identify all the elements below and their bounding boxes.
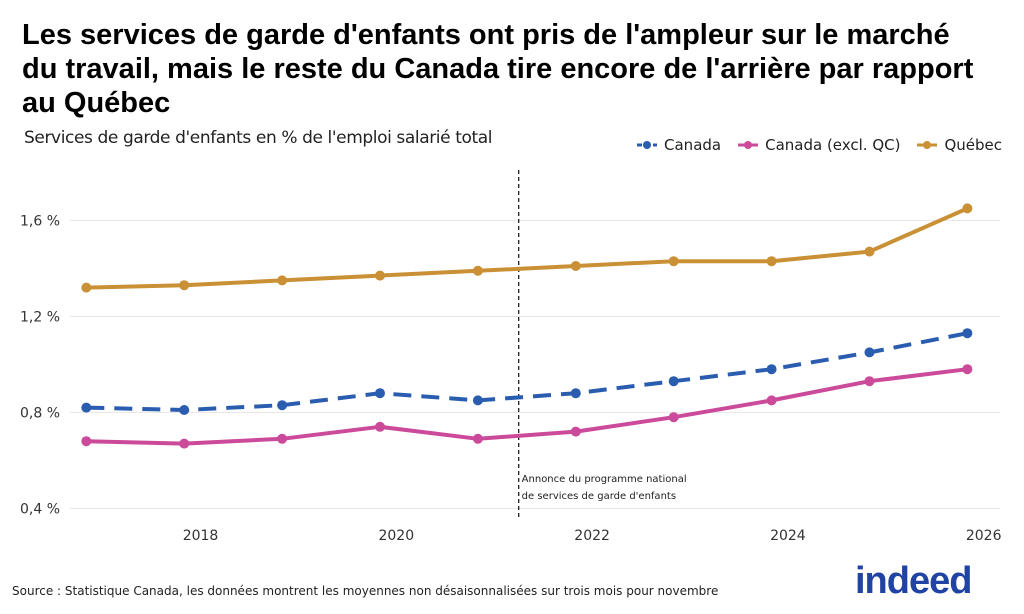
data-point — [472, 433, 483, 444]
data-point — [375, 388, 385, 399]
source-note: Source : Statistique Canada, les données… — [12, 584, 719, 598]
y-tick-label: 1,2 % — [20, 309, 60, 325]
data-point — [766, 256, 777, 267]
data-point — [81, 436, 92, 447]
annotation-text: de services de garde d'enfants — [522, 491, 676, 502]
legend-item-quebec: Québec — [916, 136, 1002, 154]
x-tick-label: 2026 — [966, 528, 1002, 544]
data-point — [668, 256, 679, 267]
series-line-0 — [86, 331, 968, 412]
x-tick-label: 2024 — [770, 528, 806, 544]
legend-item-canada-excl-qc: Canada (excl. QC) — [737, 136, 900, 154]
data-point — [375, 270, 385, 281]
legend-label: Canada — [664, 136, 722, 154]
data-point — [864, 376, 875, 387]
annotation-text: Annonce du programme national — [522, 474, 687, 485]
y-tick-label: 0,4 % — [20, 501, 60, 517]
data-point — [864, 246, 875, 257]
legend-label: Canada (excl. QC) — [765, 136, 901, 154]
y-tick-label: 1,6 % — [20, 213, 60, 229]
legend-label: Québec — [944, 136, 1002, 154]
data-point — [179, 438, 190, 449]
data-point — [766, 395, 777, 406]
data-point — [570, 426, 581, 437]
data-point — [962, 328, 973, 339]
data-point — [472, 265, 483, 276]
chart-title: Les services de garde d'enfants ont pris… — [22, 19, 974, 119]
data-point — [962, 364, 973, 375]
data-point — [277, 433, 288, 444]
data-point — [81, 282, 92, 293]
data-point — [179, 405, 190, 415]
data-point — [766, 364, 777, 375]
data-point — [81, 402, 92, 413]
legend-marker-icon — [637, 141, 658, 149]
data-point — [962, 203, 973, 214]
legend-item-canada: Canada — [636, 136, 721, 154]
data-point — [570, 388, 581, 399]
y-tick-label: 0,8 % — [20, 405, 60, 421]
data-point — [864, 347, 875, 358]
data-point — [375, 421, 385, 432]
legend-marker-icon — [738, 141, 759, 149]
data-point — [668, 376, 679, 387]
data-point — [179, 280, 190, 291]
legend: Canada Canada (excl. QC) Québec — [636, 136, 1002, 154]
x-tick-label: 2020 — [378, 528, 414, 544]
x-tick-label: 2022 — [574, 528, 610, 544]
chart-subtitle: Services de garde d'enfants en % de l'em… — [24, 128, 493, 148]
x-tick-label: 2018 — [183, 528, 219, 544]
series-line-2 — [86, 206, 969, 290]
data-point — [277, 275, 288, 286]
data-point — [570, 261, 581, 271]
data-point — [277, 400, 288, 411]
data-point — [668, 412, 679, 423]
data-point — [472, 395, 483, 406]
series-line-1 — [86, 367, 968, 446]
legend-marker-icon — [917, 141, 938, 149]
indeed-logo: indeed — [855, 560, 972, 602]
